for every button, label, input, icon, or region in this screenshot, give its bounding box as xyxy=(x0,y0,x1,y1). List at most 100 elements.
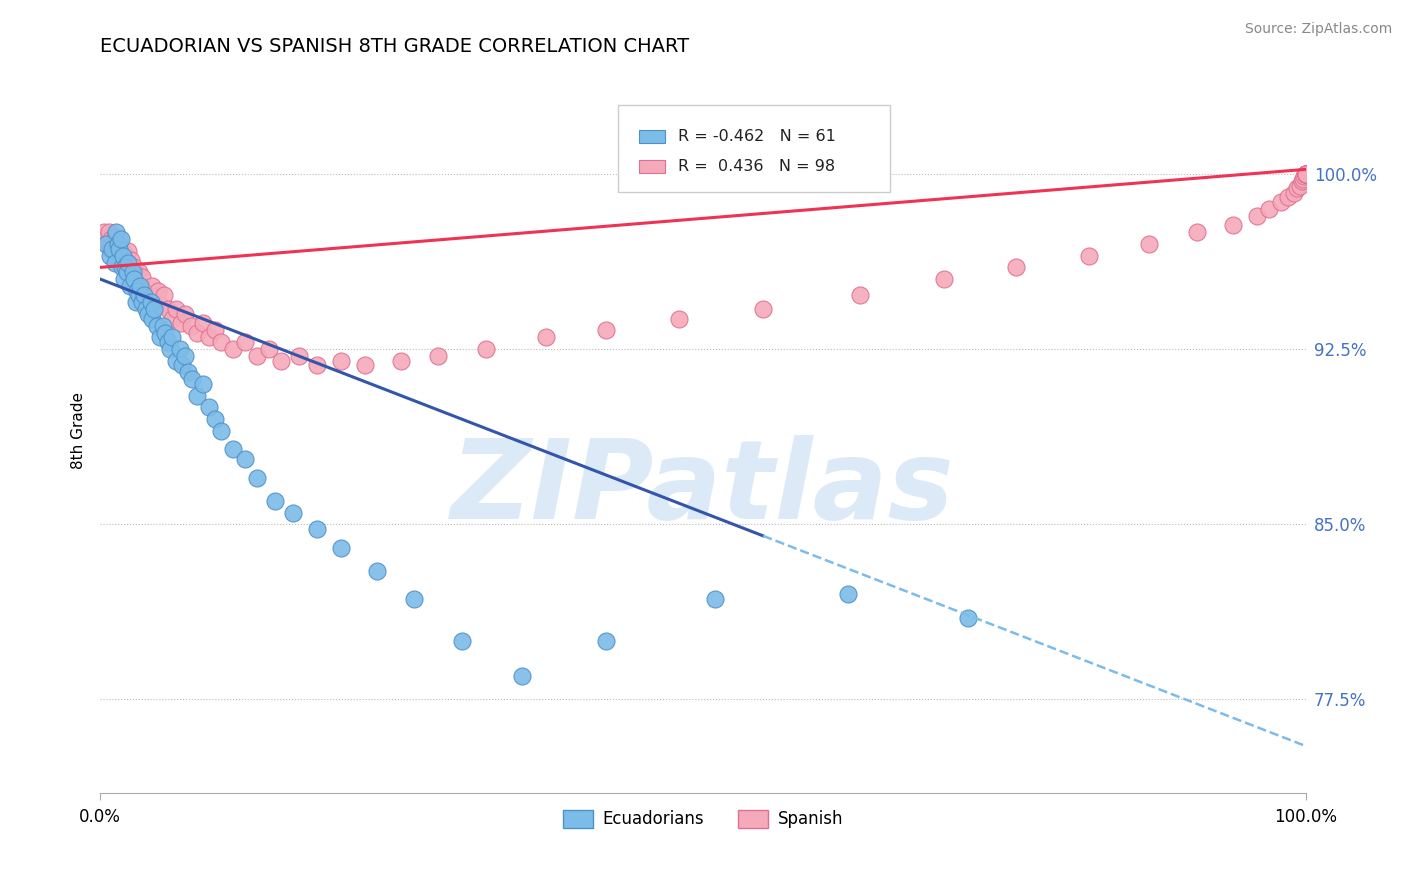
Legend: Ecuadorians, Spanish: Ecuadorians, Spanish xyxy=(555,803,849,835)
Point xyxy=(125,295,148,310)
Point xyxy=(1282,186,1305,200)
Point xyxy=(1137,237,1160,252)
Point xyxy=(510,669,533,683)
Point xyxy=(114,260,136,275)
Point xyxy=(107,237,129,252)
Point xyxy=(257,342,280,356)
Point xyxy=(156,335,179,350)
Point xyxy=(117,244,139,258)
Point xyxy=(191,377,214,392)
Point xyxy=(1295,167,1317,181)
Point xyxy=(104,249,127,263)
Point xyxy=(159,342,181,356)
Point xyxy=(139,295,162,310)
Point xyxy=(1288,178,1310,193)
Point xyxy=(155,326,177,340)
Point xyxy=(848,288,870,302)
Point xyxy=(172,359,194,373)
Point xyxy=(132,288,155,302)
Point xyxy=(703,591,725,606)
Point xyxy=(1295,167,1317,181)
Point xyxy=(281,506,304,520)
Text: ZIPatlas: ZIPatlas xyxy=(451,435,955,542)
Point xyxy=(595,323,617,337)
Point xyxy=(104,230,127,244)
Point xyxy=(1295,167,1317,181)
Point xyxy=(112,260,135,275)
Point xyxy=(534,330,557,344)
Point xyxy=(1295,167,1317,181)
Point xyxy=(1295,167,1317,181)
Point xyxy=(1258,202,1281,216)
Point xyxy=(426,349,449,363)
Point xyxy=(146,318,169,333)
Point xyxy=(1185,226,1208,240)
Point xyxy=(197,401,219,415)
Point xyxy=(111,253,134,268)
Point xyxy=(180,372,202,386)
Point xyxy=(222,442,245,457)
Point xyxy=(129,279,152,293)
Point xyxy=(204,412,226,426)
Point xyxy=(186,326,208,340)
Point xyxy=(114,249,136,263)
Point xyxy=(153,288,176,302)
Point xyxy=(186,389,208,403)
Point xyxy=(402,591,425,606)
Point xyxy=(156,302,179,317)
Point xyxy=(222,342,245,356)
Point xyxy=(135,302,157,317)
Point xyxy=(1295,167,1317,181)
Point xyxy=(270,353,292,368)
Point xyxy=(1270,194,1292,209)
Point xyxy=(127,284,149,298)
Point xyxy=(204,323,226,337)
Point xyxy=(307,522,329,536)
Point xyxy=(131,269,153,284)
Point xyxy=(108,242,131,256)
Point xyxy=(101,237,124,252)
Point xyxy=(1246,209,1268,223)
Point xyxy=(134,284,156,298)
Point xyxy=(149,298,172,312)
Point xyxy=(115,265,138,279)
Point xyxy=(1294,169,1316,184)
Point xyxy=(1295,167,1317,181)
Point xyxy=(98,249,121,263)
Point xyxy=(1222,219,1244,233)
Point xyxy=(112,249,135,263)
Point xyxy=(932,272,955,286)
Point xyxy=(180,318,202,333)
Point xyxy=(122,260,145,275)
Point xyxy=(1277,190,1299,204)
Point xyxy=(1005,260,1028,275)
Point xyxy=(96,237,118,252)
Point xyxy=(1295,167,1317,181)
Point xyxy=(118,260,141,275)
Point xyxy=(104,256,127,270)
Point xyxy=(1295,167,1317,181)
Point xyxy=(129,279,152,293)
Point xyxy=(169,342,191,356)
Point xyxy=(391,353,413,368)
Point xyxy=(165,302,187,317)
Point xyxy=(1295,167,1317,181)
Point xyxy=(141,279,163,293)
Point xyxy=(668,311,690,326)
Point xyxy=(110,232,132,246)
FancyBboxPatch shape xyxy=(619,105,890,192)
Text: ECUADORIAN VS SPANISH 8TH GRADE CORRELATION CHART: ECUADORIAN VS SPANISH 8TH GRADE CORRELAT… xyxy=(100,37,689,56)
Point xyxy=(752,302,775,317)
Point xyxy=(138,288,160,302)
Text: R = -0.462   N = 61: R = -0.462 N = 61 xyxy=(678,129,835,145)
Point xyxy=(173,307,195,321)
Point xyxy=(143,293,166,307)
Point xyxy=(246,349,269,363)
Point xyxy=(111,260,134,275)
Point xyxy=(96,237,118,252)
Point xyxy=(170,317,193,331)
Point xyxy=(143,302,166,317)
Point xyxy=(121,265,143,279)
Point xyxy=(93,226,115,240)
Point xyxy=(288,349,311,363)
